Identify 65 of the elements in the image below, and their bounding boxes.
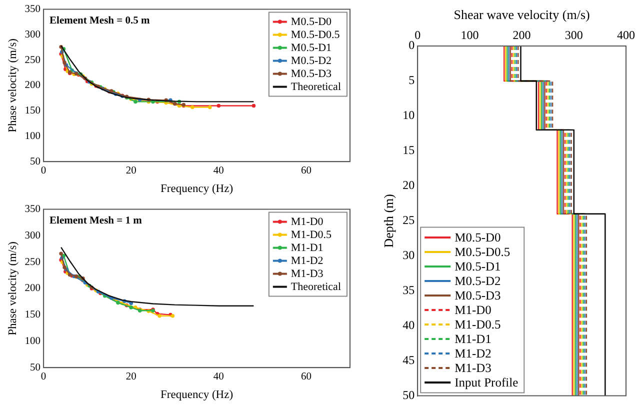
y-tick-label: 40 (402, 318, 415, 332)
legend-label: Theoretical (290, 81, 342, 94)
y-axis-title: Phase velocity (m/s) (6, 38, 19, 132)
y-tick-label: 200 (24, 80, 41, 92)
legend-label: M1-D0.5 (290, 229, 332, 242)
y-tick-label: 300 (24, 230, 41, 242)
y-tick-label: 150 (24, 106, 41, 117)
y-axis-title: Depth (m) (381, 194, 396, 248)
legend-label: M0.5-D0.5 (454, 244, 510, 259)
x-axis-title: Shear wave velocity (m/s) (454, 7, 590, 22)
legend-label: M1-D0 (454, 302, 492, 317)
x-axis-title: Frequency (Hz) (160, 183, 234, 196)
legend-label: M1-D1 (454, 332, 492, 346)
y-tick-label: 50 (30, 362, 41, 374)
y-tick-label: 50 (30, 156, 41, 168)
legend-label: M1-D2 (290, 255, 324, 268)
legend-label: M1-D0 (290, 216, 324, 228)
y-tick-label: 100 (24, 336, 41, 347)
y-tick-label: 25 (402, 213, 415, 228)
legend-label: M0.5-D3 (454, 288, 501, 302)
y-tick-label: 250 (24, 256, 41, 268)
legend-label: M1-D0.5 (454, 317, 501, 332)
legend-label: M0.5-D0.5 (290, 29, 340, 42)
legend-label: M1-D2 (454, 346, 492, 360)
y-tick-label: 50 (402, 388, 415, 402)
y-tick-label: 5 (408, 73, 415, 88)
annotation: Element Mesh = 0.5 m (50, 15, 150, 26)
legend-label: M0.5-D3 (290, 68, 332, 80)
x-tick-label: 20 (126, 166, 136, 177)
y-tick-label: 30 (402, 248, 415, 262)
legend-label: Theoretical (290, 281, 342, 294)
y-tick-label: 150 (24, 310, 41, 321)
legend-label: M1-D1 (290, 242, 324, 254)
y-tick-label: 45 (402, 352, 415, 367)
y-tick-label: 15 (402, 143, 415, 158)
x-tick-label: 40 (213, 372, 224, 383)
annotation: Element Mesh = 1 m (50, 215, 142, 226)
legend-label: Input Profile (454, 375, 519, 390)
legend-label: M0.5-D1 (290, 42, 332, 54)
x-tick-label: 400 (617, 28, 635, 42)
y-tick-label: 200 (24, 283, 41, 294)
x-tick-label: 40 (213, 166, 224, 177)
y-tick-label: 100 (24, 130, 41, 142)
y-tick-label: 250 (24, 54, 41, 66)
y-tick-label: 20 (402, 178, 415, 192)
y-tick-label: 35 (402, 283, 415, 298)
x-tick-label: 300 (564, 28, 583, 42)
x-tick-label: 20 (126, 372, 136, 383)
legend-label: M1-D3 (454, 360, 492, 375)
x-tick-label: 200 (512, 28, 531, 42)
x-tick-label: 100 (460, 28, 479, 42)
x-axis-title: Frequency (Hz) (160, 389, 234, 402)
x-tick-label: 60 (300, 372, 312, 383)
x-tick-label: 60 (300, 166, 312, 177)
legend-label: M1-D3 (290, 268, 324, 280)
legend-label: M0.5-D1 (454, 259, 501, 274)
y-axis-title: Phase velocity (m/s) (6, 241, 19, 336)
y-tick-label: 0 (408, 38, 415, 52)
legend-label: M0.5-D2 (454, 274, 501, 288)
y-tick-label: 10 (402, 108, 415, 122)
legend-label: M0.5-D2 (290, 55, 332, 68)
legend-label: M0.5-D0 (454, 230, 501, 244)
legend-label: M0.5-D0 (290, 16, 332, 28)
y-tick-label: 350 (24, 204, 41, 216)
y-tick-label: 350 (24, 4, 41, 16)
